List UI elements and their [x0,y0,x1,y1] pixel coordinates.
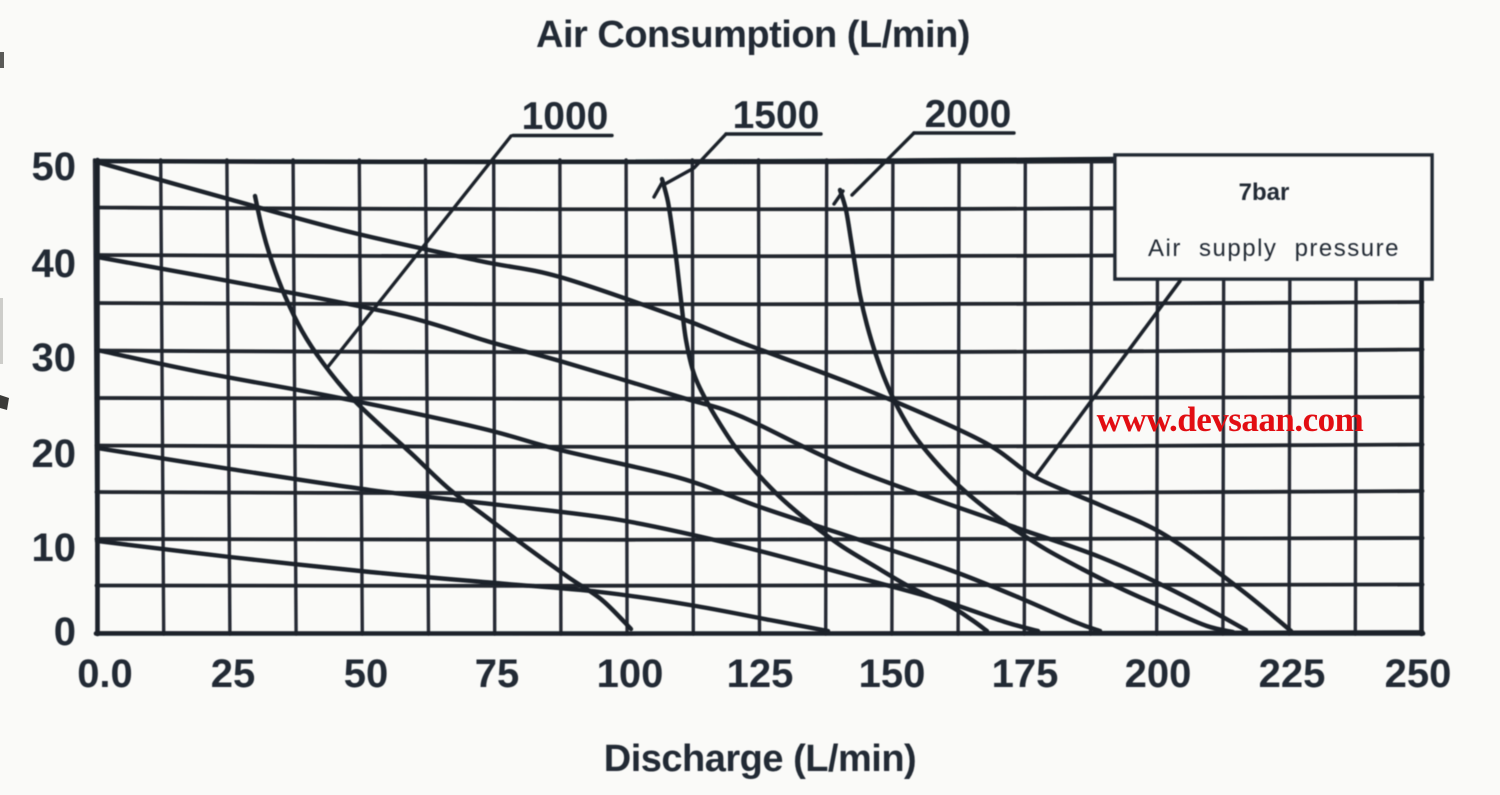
svg-text:200: 200 [1125,652,1192,696]
svg-text:1500: 1500 [733,94,820,137]
svg-text:50: 50 [32,145,77,189]
svg-text:25: 25 [211,652,256,696]
svg-text:250: 250 [1385,652,1452,696]
svg-text:0: 0 [54,610,76,654]
svg-text:225: 225 [1259,652,1326,696]
svg-text:www.devsaan.com: www.devsaan.com [1097,400,1364,439]
svg-text:0.0: 0.0 [77,652,133,696]
svg-text:175: 175 [992,652,1059,696]
svg-text:50: 50 [344,652,389,696]
svg-text:10: 10 [32,526,77,570]
svg-text:75: 75 [475,652,520,696]
svg-text:125: 125 [727,652,794,696]
svg-text:7bar: 7bar [1239,179,1290,206]
svg-text:2000: 2000 [925,93,1012,136]
svg-text:30: 30 [32,336,77,380]
svg-text:Discharge (L/min): Discharge (L/min) [604,738,916,780]
svg-text:40: 40 [32,242,77,286]
svg-text:Air Consumption (L/min): Air Consumption (L/min) [536,14,970,56]
svg-text:100: 100 [597,652,664,696]
svg-text:150: 150 [859,652,926,696]
svg-text:20: 20 [32,432,77,476]
svg-text:1000: 1000 [522,95,609,138]
svg-text:Air supply pressure: Air supply pressure [1148,235,1400,262]
